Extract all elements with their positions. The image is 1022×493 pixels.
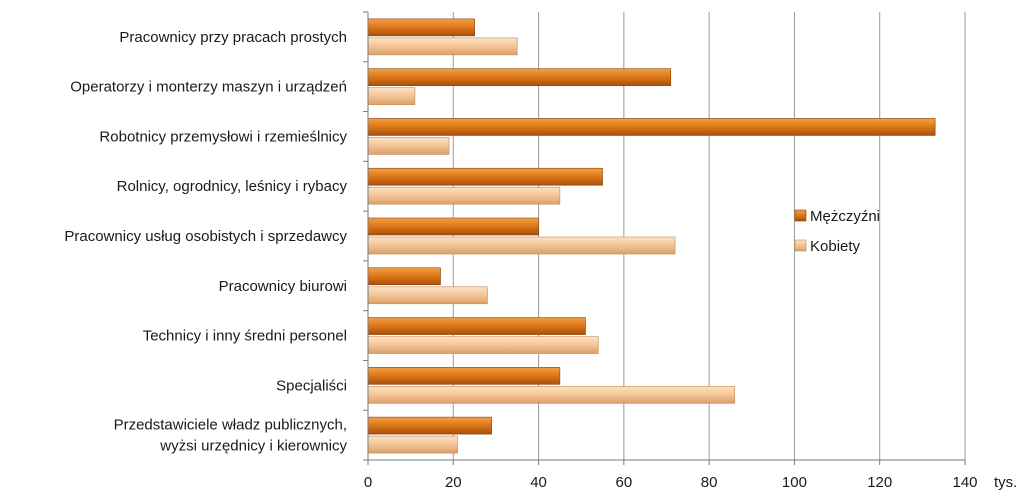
category-label: wyżsi urzędnicy i kierownicy xyxy=(159,438,347,455)
bar-men xyxy=(367,68,672,86)
category-labels: Pracownicy przy pracach prostych Operator… xyxy=(64,29,347,455)
x-tick-label: 140 xyxy=(952,474,977,491)
bar-men xyxy=(367,167,603,186)
category-label: Przedstawiciele władz publicznych, xyxy=(114,417,347,434)
bar-women xyxy=(367,336,599,354)
bar-women xyxy=(367,286,488,305)
x-tick-label: 60 xyxy=(616,474,633,491)
legend-label-men: Mężczyźni xyxy=(810,208,880,225)
x-tick-label: 0 xyxy=(364,474,372,491)
x-tick-label: 40 xyxy=(530,474,547,491)
x-tick-label: 100 xyxy=(782,474,807,491)
legend-label-women: Kobiety xyxy=(810,238,861,255)
category-label: Robotnicy przemysłowi i rzemieślnicy xyxy=(99,128,347,145)
bar-women xyxy=(367,37,518,56)
x-tick-labels: 0 20 40 60 80 100 120 140 xyxy=(364,474,978,491)
x-tick-label: 80 xyxy=(701,474,718,491)
bars xyxy=(367,18,936,454)
category-label: Pracownicy usług osobistych i sprzedawcy xyxy=(64,228,347,245)
x-tick-label: 120 xyxy=(867,474,892,491)
x-unit-label: tys. xyxy=(994,474,1017,491)
category-label: Rolnicy, ogrodnicy, leśnicy i rybacy xyxy=(117,178,348,195)
bar-men xyxy=(367,118,936,136)
bar-women xyxy=(367,137,450,155)
bar-women xyxy=(367,186,561,205)
legend-swatch-women xyxy=(794,239,807,252)
category-label: Specjaliści xyxy=(276,377,347,394)
category-label: Operatorzy i monterzy maszyn i urządzeń xyxy=(70,79,347,96)
bar-women xyxy=(367,87,416,105)
category-label: Pracownicy biurowi xyxy=(219,278,347,295)
axes xyxy=(363,11,966,465)
bar-men xyxy=(367,367,561,385)
x-tick-label: 20 xyxy=(445,474,462,491)
bar-women xyxy=(367,236,676,255)
bar-men xyxy=(367,416,492,435)
bar-women xyxy=(367,386,736,404)
bar-men xyxy=(367,217,539,236)
bar-men xyxy=(367,18,475,37)
bar-women xyxy=(367,435,458,454)
category-label: Technicy i inny średni personel xyxy=(143,328,347,345)
legend-swatch-men xyxy=(794,209,807,222)
legend: Mężczyźni Kobiety xyxy=(794,208,880,255)
bar-men xyxy=(367,267,441,286)
bar-men xyxy=(367,317,586,335)
gridlines xyxy=(452,12,966,460)
category-label: Pracownicy przy pracach prostych xyxy=(119,29,347,46)
